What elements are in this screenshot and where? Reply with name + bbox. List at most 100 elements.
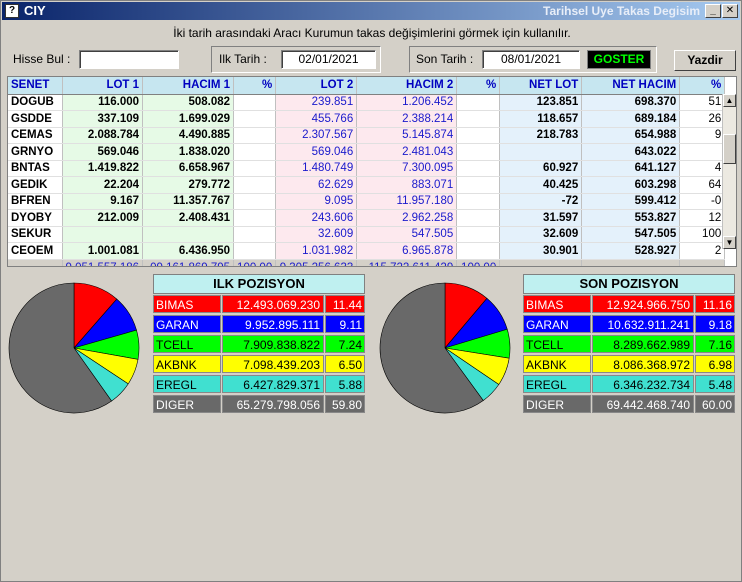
position-row-tcell[interactable]: TCELL 8.289.662.989 7.16 [523,335,735,354]
position-row-akbnk[interactable]: AKBNK 8.086.368.972 6.98 [523,355,735,374]
cell-pct1[interactable] [233,226,277,243]
table-row[interactable]: GSDDE 337.109 1.699.029 455.766 2.388.214 118… [8,110,726,128]
cell-lot2[interactable]: 1.031.982 [275,242,358,260]
table-row[interactable]: SEKUR 32.609 547.505 32.609 547.505 100 [8,226,726,243]
cell-hacim2[interactable]: 883.071 [356,176,458,194]
cell-hacim1[interactable]: 4.490.885 [142,127,235,144]
cell-net-hacim[interactable]: 553.827 [581,209,681,227]
col-header-lot2[interactable]: LOT 2 [275,77,358,95]
cell-lot1[interactable]: 2.088.784 [62,127,144,144]
position-row-akbnk[interactable]: AKBNK 7.098.439.203 6.50 [153,355,365,374]
table-row[interactable]: BNTAS 1.419.822 6.658.967 1.480.749 7.300.09… [8,160,726,177]
col-header-net-lot[interactable]: NET LOT [499,77,583,95]
close-button[interactable]: ✕ [722,4,738,18]
cell-net-hacim[interactable]: 654.988 [581,127,681,144]
cell-pct3[interactable] [679,143,726,161]
cell-pct2[interactable] [456,143,501,161]
cell-pct2[interactable] [456,160,501,177]
cell-pct2[interactable] [456,226,501,243]
takas-grid[interactable]: SENET LOT 1 HACIM 1% LOT 2 HACIM 2% NET LOT NE… [7,76,737,267]
yazdir-button[interactable]: Yazdir [674,50,736,71]
cell-lot2[interactable]: 32.609 [275,226,358,243]
cell-net-lot[interactable]: 218.783 [499,127,583,144]
table-row[interactable]: BFREN 9.167 11.357.767 9.095 11.957.180 -72 59… [8,193,726,210]
col-header-pct3[interactable]: % [679,77,726,95]
position-row-diger[interactable]: DIGER 65.279.798.056 59.80 [153,395,365,414]
cell-hacim2[interactable]: 2.962.258 [356,209,458,227]
cell-net-hacim[interactable]: 599.412 [581,193,681,210]
cell-hacim2[interactable]: 7.300.095 [356,160,458,177]
cell-lot1[interactable]: 337.109 [62,110,144,128]
son-tarih-input[interactable]: 08/01/2021 [482,50,580,69]
cell-net-lot[interactable]: 60.927 [499,160,583,177]
cell-net-lot[interactable]: 40.425 [499,176,583,194]
cell-net-hacim[interactable]: 547.505 [581,226,681,243]
cell-net-lot[interactable]: -72 [499,193,583,210]
cell-pct1[interactable] [233,143,277,161]
cell-hacim2[interactable]: 5.145.874 [356,127,458,144]
cell-net-lot[interactable] [499,143,583,161]
cell-lot1[interactable]: 1.001.081 [62,242,144,260]
cell-pct2[interactable] [456,242,501,260]
cell-pct1[interactable] [233,127,277,144]
position-row-eregl[interactable]: EREGL 6.346.232.734 5.48 [523,375,735,394]
position-row-eregl[interactable]: EREGL 6.427.829.371 5.88 [153,375,365,394]
cell-senet[interactable]: CEOEM [8,242,63,260]
cell-pct2[interactable] [456,193,501,210]
goster-button[interactable]: GOSTER [587,50,651,69]
title-bar[interactable]: ? CIY Tarihsel Uye Takas Degisim _ ✕ [2,2,740,20]
col-header-hacim2[interactable]: HACIM 2 [356,77,458,95]
cell-lot1[interactable]: 22.204 [62,176,144,194]
cell-hacim1[interactable]: 1.699.029 [142,110,235,128]
cell-net-hacim[interactable]: 641.127 [581,160,681,177]
cell-senet[interactable]: BNTAS [8,160,63,177]
col-header-pct2[interactable]: % [456,77,501,95]
cell-pct2[interactable] [456,94,501,111]
cell-pct3[interactable]: 100 [679,226,726,243]
table-row[interactable]: CEMAS 2.088.784 4.490.885 2.307.567 5.145.87… [8,127,726,144]
cell-pct3[interactable]: 12 [679,209,726,227]
cell-pct2[interactable] [456,176,501,194]
cell-pct3[interactable]: 2 [679,242,726,260]
cell-hacim2[interactable]: 547.505 [356,226,458,243]
cell-senet[interactable]: DYOBY [8,209,63,227]
cell-pct1[interactable] [233,209,277,227]
cell-lot1[interactable]: 212.009 [62,209,144,227]
table-row[interactable]: DOGUB 116.000 508.082 239.851 1.206.452 123.8… [8,94,726,111]
search-input[interactable] [79,50,179,69]
scroll-down-icon[interactable]: ▼ [723,236,736,249]
cell-lot2[interactable]: 2.307.567 [275,127,358,144]
col-header-pct1[interactable]: % [233,77,277,95]
cell-senet[interactable]: GRNYO [8,143,63,161]
cell-lot1[interactable]: 1.419.822 [62,160,144,177]
cell-lot2[interactable]: 455.766 [275,110,358,128]
cell-hacim1[interactable]: 279.772 [142,176,235,194]
cell-pct2[interactable] [456,127,501,144]
cell-hacim1[interactable]: 2.408.431 [142,209,235,227]
cell-lot2[interactable]: 569.046 [275,143,358,161]
cell-pct3[interactable]: 4 [679,160,726,177]
cell-lot1[interactable]: 569.046 [62,143,144,161]
cell-pct3[interactable]: -0 [679,193,726,210]
position-row-bimas[interactable]: BIMAS 12.493.069.230 11.44 [153,295,365,314]
col-header-senet[interactable]: SENET [8,77,63,95]
cell-net-lot[interactable]: 123.851 [499,94,583,111]
cell-pct3[interactable]: 64 [679,176,726,194]
table-row[interactable]: CEOEM 1.001.081 6.436.950 1.031.982 6.965.87… [8,242,726,260]
cell-pct1[interactable] [233,160,277,177]
cell-net-lot[interactable]: 118.657 [499,110,583,128]
cell-senet[interactable]: DOGUB [8,94,63,111]
cell-net-hacim[interactable]: 528.927 [581,242,681,260]
cell-hacim2[interactable]: 1.206.452 [356,94,458,111]
cell-hacim2[interactable]: 2.481.043 [356,143,458,161]
position-row-bimas[interactable]: BIMAS 12.924.966.750 11.16 [523,295,735,314]
cell-hacim2[interactable]: 11.957.180 [356,193,458,210]
cell-net-lot[interactable]: 30.901 [499,242,583,260]
position-row-tcell[interactable]: TCELL 7.909.838.822 7.24 [153,335,365,354]
cell-net-hacim[interactable]: 603.298 [581,176,681,194]
cell-lot2[interactable]: 239.851 [275,94,358,111]
cell-lot2[interactable]: 1.480.749 [275,160,358,177]
cell-lot1[interactable]: 9.167 [62,193,144,210]
cell-hacim1[interactable]: 11.357.767 [142,193,235,210]
cell-net-hacim[interactable]: 643.022 [581,143,681,161]
